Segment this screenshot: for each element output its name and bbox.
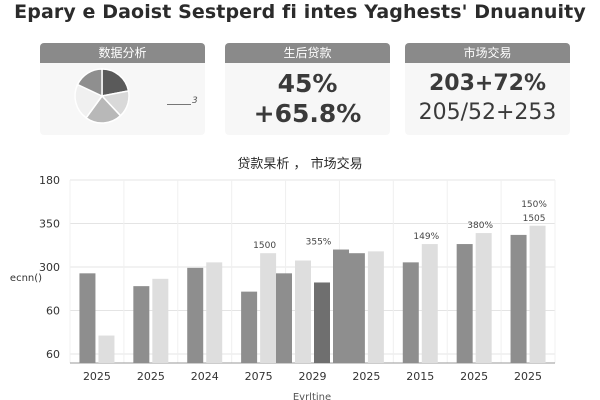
bar <box>529 225 546 363</box>
kpi-card-analysis: 数据分析 3 <box>40 43 205 135</box>
data-label: 1500 <box>253 241 276 251</box>
y-tick-label: 60 <box>46 305 60 318</box>
y-axis-label: ecnn() <box>10 273 42 284</box>
data-label: 149% <box>413 232 439 242</box>
bar <box>98 335 115 363</box>
y-tick-label: 60 <box>46 348 60 361</box>
card-body: 45% +65.8% <box>225 63 390 135</box>
card-body: 203+72% 205/52+253 <box>405 63 570 135</box>
bar <box>456 244 473 363</box>
kpi-value: 45% <box>277 69 338 98</box>
card-header: 数据分析 <box>40 43 205 63</box>
y-tick-label: 300 <box>39 261 60 274</box>
x-tick-label: 2025 <box>460 370 488 383</box>
kpi-card-loans: 生后贷款 45% +65.8% <box>225 43 390 135</box>
x-axis-label: Evrltine <box>293 392 331 400</box>
bar <box>367 251 384 363</box>
x-tick-label: 2025 <box>83 370 111 383</box>
data-label: 150% <box>521 200 547 210</box>
bar <box>421 244 438 363</box>
kpi-value: 203+72% <box>428 71 546 96</box>
bar-chart: 60 60 300 350 180 ecnn() 2025 2025 2024 2075 2029 2… <box>10 174 556 400</box>
bar <box>510 234 527 363</box>
main-title: Epary e Daoist Sestperd fi intes Yaghest… <box>14 1 586 23</box>
pie-chart <box>74 68 130 124</box>
bar <box>79 273 96 363</box>
bar <box>314 282 330 363</box>
bar <box>206 262 223 363</box>
bar <box>241 291 258 363</box>
card-header: 市场交易 <box>405 43 570 63</box>
chart-title: 贷款杲析 ， 市场交易 <box>237 157 363 172</box>
bar <box>475 233 492 363</box>
data-label: 1505 <box>523 214 546 224</box>
x-tick-label: 2025 <box>137 370 165 383</box>
x-tick-label: 2075 <box>245 370 273 383</box>
x-tick-label: 2015 <box>406 370 434 383</box>
bar <box>402 262 419 363</box>
bar <box>333 249 349 363</box>
bar <box>133 286 150 363</box>
bar <box>295 260 311 363</box>
bar <box>152 278 169 363</box>
bar <box>276 273 292 363</box>
pie-leader-line <box>167 104 191 105</box>
x-tick-label: 2025 <box>514 370 542 383</box>
x-tick-label: 2024 <box>191 370 219 383</box>
bar <box>348 253 365 363</box>
kpi-change: +65.8% <box>253 99 362 128</box>
x-tick-label: 2029 <box>299 370 327 383</box>
pie-note: 3 <box>192 96 198 106</box>
y-tick-label: 180 <box>39 174 60 187</box>
card-body: 3 <box>40 63 205 135</box>
kpi-card-market: 市场交易 203+72% 205/52+253 <box>405 43 570 135</box>
data-label: 380% <box>467 221 493 231</box>
kpi-sub: 205/52+253 <box>418 100 557 125</box>
data-label: 355% <box>306 238 332 248</box>
pie-slice <box>76 68 103 98</box>
bar <box>187 267 204 363</box>
y-tick-label: 350 <box>39 218 60 231</box>
x-tick-label: 2025 <box>352 370 380 383</box>
card-header: 生后贷款 <box>225 43 390 63</box>
bar <box>260 253 277 363</box>
